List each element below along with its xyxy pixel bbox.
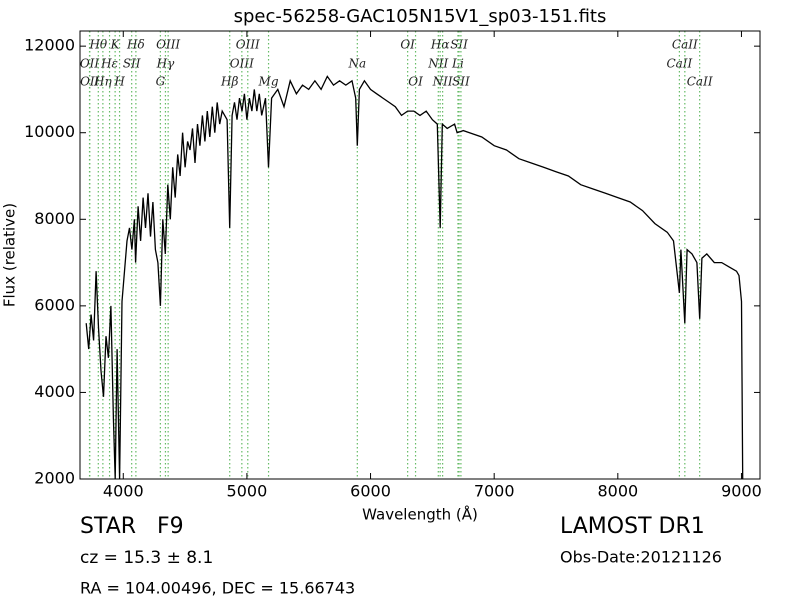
spectral-line-label: Hβ	[220, 75, 238, 89]
spectral-line-label: NII	[432, 75, 453, 89]
spectral-line-label: Mg	[258, 75, 279, 89]
spectral-line-label: Hδ	[126, 38, 145, 52]
x-tick-label: 7000	[474, 482, 515, 501]
spectral-line-label: G	[156, 75, 166, 89]
x-axis-label: Wavelength (Å)	[362, 505, 478, 524]
spectral-line-label: CaII	[672, 38, 698, 52]
chart-title: spec-56258-GAC105N15V1_sp03-151.fits	[234, 6, 607, 27]
spectral-line-label: H	[113, 75, 125, 89]
spectral-line-label: OIII	[230, 57, 254, 71]
y-tick-label: 12000	[24, 36, 75, 55]
x-tick-label: 8000	[597, 482, 638, 501]
obs-date: Obs-Date:20121126	[560, 548, 722, 567]
spectral-line-label: NII	[427, 57, 448, 71]
spectral-line-label: OI	[408, 75, 423, 89]
spectral-line-label: Na	[347, 57, 366, 71]
survey: LAMOST DR1	[560, 514, 705, 539]
spectral-line-label: CaII	[687, 75, 713, 89]
spectral-line-label: OI	[400, 38, 415, 52]
y-tick-label: 4000	[34, 382, 75, 401]
x-tick-label: 9000	[721, 482, 762, 501]
spectral-line-label: CaII	[666, 57, 692, 71]
spectral-line-label: OIII	[156, 38, 180, 52]
y-tick-label: 2000	[34, 469, 75, 488]
x-tick-label: 5000	[227, 482, 268, 501]
spectral-line-label: OIII	[236, 38, 260, 52]
spectrum-line	[85, 75, 744, 479]
y-axis-label: Flux (relative)	[1, 203, 19, 307]
object-subclass: F9	[157, 514, 184, 539]
spectral-line-label: SII	[450, 38, 468, 52]
spectral-line-label: Hγ	[156, 57, 175, 71]
plot-frame	[79, 30, 761, 480]
object-class: STAR	[80, 514, 136, 539]
y-tick-label: 8000	[34, 209, 75, 228]
spectral-line-label: Hε	[100, 57, 118, 71]
spectral-line-label: Hα	[430, 38, 450, 52]
spectral-line-label: Hη	[93, 75, 112, 89]
coordinates: RA = 104.00496, DEC = 15.66743	[80, 579, 355, 598]
x-tick-label: 4000	[103, 482, 144, 501]
spectral-line-label: K	[110, 38, 121, 52]
x-tick-label: 6000	[350, 482, 391, 501]
y-tick-label: 6000	[34, 295, 75, 314]
spectral-line-label: Li	[451, 57, 464, 71]
spectral-line-label: SII	[452, 75, 470, 89]
spectral-line-label: SII	[123, 57, 141, 71]
spectral-line-label: OII	[80, 75, 100, 89]
redshift: cz = 15.3 ± 8.1	[80, 548, 213, 568]
spectral-line-label: Hθ	[88, 38, 107, 52]
y-tick-label: 10000	[24, 122, 75, 141]
